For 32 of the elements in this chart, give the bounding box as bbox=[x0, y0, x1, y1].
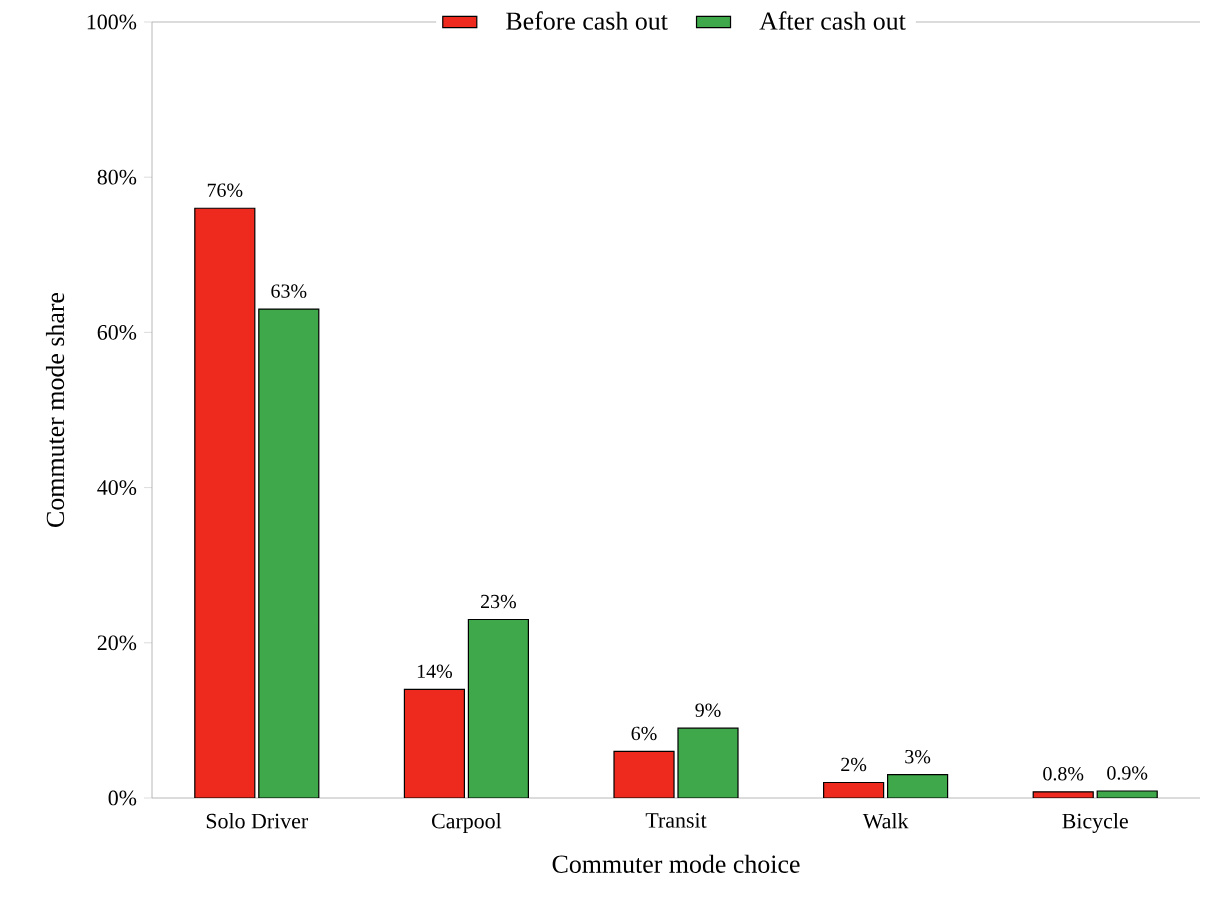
bar bbox=[887, 774, 949, 798]
x-tick-label: Carpool bbox=[432, 813, 502, 833]
bar bbox=[677, 727, 739, 798]
data-label: 63% bbox=[271, 284, 307, 298]
y-tick-label: 40% bbox=[97, 480, 137, 496]
data-label: 14% bbox=[417, 664, 453, 679]
data-label: 3% bbox=[905, 749, 931, 764]
data-label: 76% bbox=[207, 183, 243, 197]
y-tick-label: 100% bbox=[87, 14, 137, 30]
x-tick-label: Transit bbox=[645, 813, 707, 828]
x-tick-label: Walk bbox=[862, 813, 909, 829]
y-tick-label: 0% bbox=[108, 790, 137, 806]
data-label: 6% bbox=[631, 726, 657, 741]
bar bbox=[613, 750, 675, 798]
legend-label: Before cash out bbox=[506, 11, 668, 30]
x-axis-title: Commuter mode choice bbox=[552, 854, 800, 873]
data-label: 0.8% bbox=[1043, 767, 1084, 781]
x-tick-label: Bicycle bbox=[1062, 813, 1128, 833]
data-label: 9% bbox=[695, 703, 721, 717]
bar bbox=[403, 688, 466, 798]
bar bbox=[194, 207, 256, 798]
y-axis-title: Commuter mode share bbox=[45, 292, 65, 527]
bar bbox=[467, 618, 529, 798]
data-label: 0.9% bbox=[1107, 766, 1148, 780]
y-tick-label: 60% bbox=[97, 324, 137, 340]
legend-label: After cash out bbox=[759, 11, 906, 30]
data-label: 2% bbox=[841, 757, 867, 772]
bar bbox=[258, 308, 320, 798]
y-tick-label: 20% bbox=[97, 635, 137, 651]
x-tick-label: Solo Driver bbox=[206, 813, 309, 829]
data-label: 23% bbox=[481, 594, 516, 609]
y-tick-label: 80% bbox=[97, 169, 137, 185]
